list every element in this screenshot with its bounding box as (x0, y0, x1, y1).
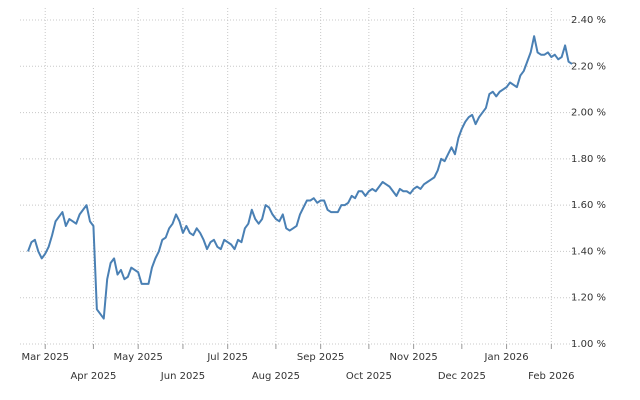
x-tick-label: Aug 2025 (252, 371, 300, 382)
y-tick-label: 1.40 % (571, 246, 606, 257)
y-tick-label: 1.00 % (571, 339, 606, 350)
y-tick-label: 1.60 % (571, 200, 606, 211)
y-tick-label: 1.20 % (571, 293, 606, 304)
data-line (27, 35, 573, 320)
x-tick-label: Mar 2025 (21, 352, 69, 363)
y-tick-label: 2.00 % (571, 108, 606, 119)
y-tick-label: 2.40 % (571, 15, 606, 26)
x-tick-label: Jun 2025 (160, 371, 205, 382)
x-tick-label: Dec 2025 (438, 371, 486, 382)
x-tick-label: Feb 2026 (528, 371, 574, 382)
x-tick-label: Oct 2025 (346, 371, 392, 382)
x-tick-label: May 2025 (114, 352, 163, 363)
x-tick-label: Jul 2025 (206, 352, 248, 363)
x-tick-label: Apr 2025 (70, 371, 116, 382)
x-tick-label: Jan 2026 (484, 352, 529, 363)
x-tick-label: Sep 2025 (297, 352, 344, 363)
x-tick-label: Nov 2025 (390, 352, 438, 363)
y-tick-label: 1.80 % (571, 154, 606, 165)
y-tick-label: 2.20 % (571, 61, 606, 72)
